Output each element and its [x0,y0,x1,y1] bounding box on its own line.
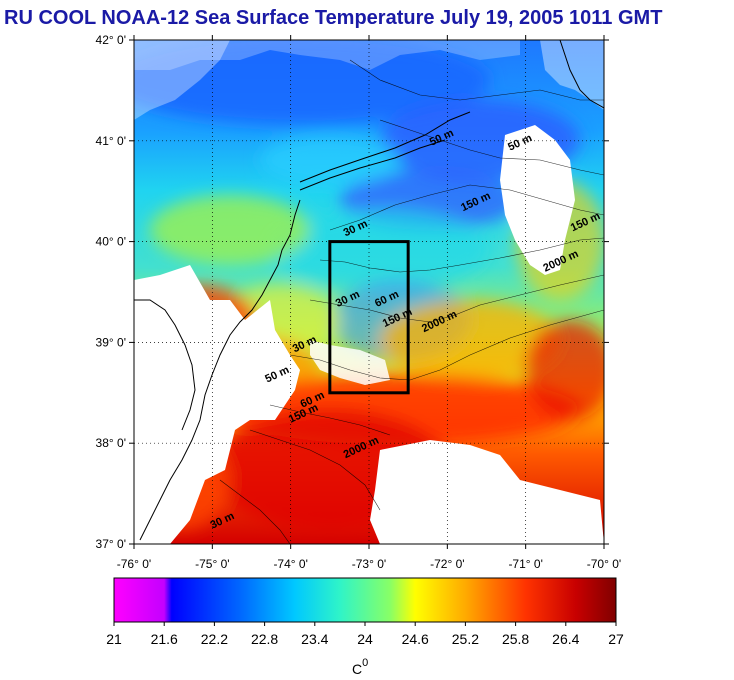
study-region-box [328,240,410,395]
coastline [134,40,604,541]
colorbar-tick-label: 21 [106,631,122,647]
lat-tick-label: 42° 0' [96,33,126,47]
colorbar-tick-label: 22.8 [251,631,278,647]
lat-tick-label: 41° 0' [96,134,126,148]
lat-tick-label: 38° 0' [96,436,126,450]
colorbar-tick-label: 25.8 [502,631,529,647]
colorbar-tick-label: 23.4 [301,631,328,647]
colorbar-tick-label: 26.4 [552,631,579,647]
latitude-axis: 42° 0' 41° 0' 40° 0' 39° 0' 38° 0' 37° 0' [96,33,609,551]
bathymetry-contours [219,59,604,544]
colorbar-tick-label: 22.2 [201,631,228,647]
colorbar-unit-superscript: 0 [362,657,368,669]
lon-tick-label: -74° 0' [273,557,307,571]
graticule [134,40,604,544]
lon-tick-label: -70° 0' [587,557,621,571]
colorbar-tick-label: 27 [608,631,624,647]
colorbar-tick-label: 25.2 [452,631,479,647]
lat-tick-label: 39° 0' [96,335,126,349]
lon-tick-label: -76° 0' [117,557,151,571]
lat-tick-label: 40° 0' [96,235,126,249]
colorbar-tick-labels: 21 21.6 22.2 22.8 23.4 24 24.6 25.2 25.8 26.4 27 [106,622,624,647]
colorbar-tick-label: 21.6 [151,631,178,647]
colorbar: 21 21.6 22.2 22.8 23.4 24 24.6 25.2 25.8 26.4 27 C… [106,577,624,677]
lon-tick-label: -72° 0' [430,557,464,571]
lon-tick-label: -71° 0' [508,557,542,571]
map-title: RU COOL NOAA-12 Sea Surface Temperature … [4,7,662,29]
colorbar-tick-label: 24.6 [402,631,429,647]
lon-tick-label: -73° 0' [352,557,386,571]
lat-tick-label: 37° 0' [96,537,126,551]
longitude-axis: -76° 0' -75° 0' -74° 0' -73° 0' -72° 0' -71° … [117,35,621,571]
colorbar-gradient [113,577,617,623]
colorbar-tick-label: 24 [357,631,373,647]
lon-tick-label: -75° 0' [195,557,229,571]
colorbar-unit-label: C0 [352,657,368,677]
colorbar-unit: C [352,661,362,677]
